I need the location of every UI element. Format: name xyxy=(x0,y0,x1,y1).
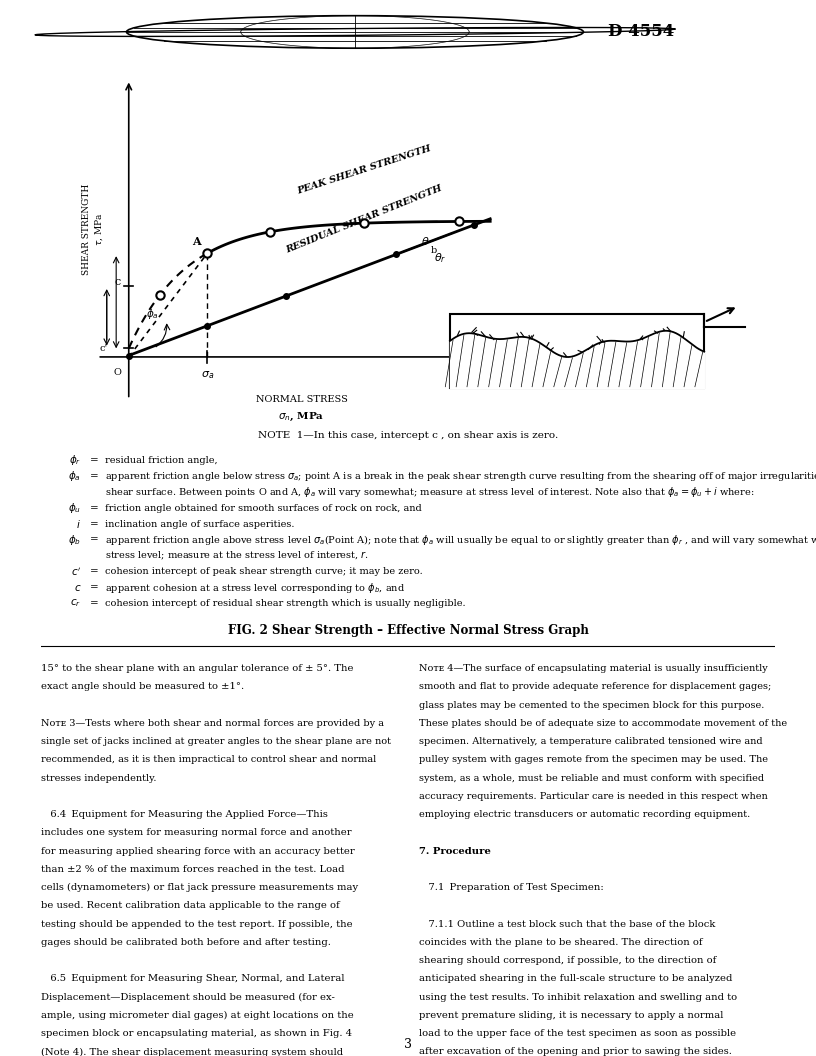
Text: $\phi_u$: $\phi_u$ xyxy=(68,502,82,515)
Text: A: A xyxy=(192,235,200,247)
Text: using the test results. To inhibit relaxation and swelling and to: using the test results. To inhibit relax… xyxy=(419,993,737,1002)
Text: cells (dynamometers) or flat jack pressure measurements may: cells (dynamometers) or flat jack pressu… xyxy=(41,883,358,892)
Text: glass plates may be cemented to the specimen block for this purpose.: glass plates may be cemented to the spec… xyxy=(419,701,765,710)
Text: 3: 3 xyxy=(404,1038,412,1051)
Text: $\sigma_n$, MPa: $\sigma_n$, MPa xyxy=(278,411,325,423)
Text: O: O xyxy=(113,367,122,377)
Text: for measuring applied shearing force with an accuracy better: for measuring applied shearing force wit… xyxy=(41,847,354,855)
Text: $\phi_r$: $\phi_r$ xyxy=(69,453,82,468)
Text: $c'$: $c'$ xyxy=(71,565,82,578)
Text: gages should be calibrated both before and after testing.: gages should be calibrated both before a… xyxy=(41,938,330,947)
Text: $\phi_b$: $\phi_b$ xyxy=(68,533,82,547)
Text: =: = xyxy=(90,567,102,577)
Text: 6.5  Equipment for Measuring Shear, Normal, and Lateral: 6.5 Equipment for Measuring Shear, Norma… xyxy=(41,975,344,983)
Text: apparent friction angle below stress $\sigma_a$; point A is a break in the peak : apparent friction angle below stress $\s… xyxy=(105,470,816,483)
Text: $\theta$: $\theta$ xyxy=(421,234,430,247)
Text: 15° to the shear plane with an angular tolerance of ± 5°. The: 15° to the shear plane with an angular t… xyxy=(41,664,353,674)
Text: $c_r$: $c_r$ xyxy=(70,598,82,609)
Text: than ±2 % of the maximum forces reached in the test. Load: than ±2 % of the maximum forces reached … xyxy=(41,865,344,874)
Text: =: = xyxy=(90,504,102,512)
Text: NORMAL STRESS: NORMAL STRESS xyxy=(255,395,348,404)
Text: (Note 4). The shear displacement measuring system should: (Note 4). The shear displacement measuri… xyxy=(41,1048,343,1056)
Text: load to the upper face of the test specimen as soon as possible: load to the upper face of the test speci… xyxy=(419,1030,736,1038)
Text: cohesion intercept of residual shear strength which is usually negligible.: cohesion intercept of residual shear str… xyxy=(105,599,466,608)
Text: single set of jacks inclined at greater angles to the shear plane are not: single set of jacks inclined at greater … xyxy=(41,737,391,747)
Text: stresses independently.: stresses independently. xyxy=(41,774,157,782)
Text: =: = xyxy=(90,535,102,545)
Text: NOTE  1—In this case, intercept c , on shear axis is zero.: NOTE 1—In this case, intercept c , on sh… xyxy=(258,431,558,439)
Text: $\sigma_a$: $\sigma_a$ xyxy=(201,369,214,380)
Text: specimen block or encapsulating material, as shown in Fig. 4: specimen block or encapsulating material… xyxy=(41,1030,352,1038)
Text: RESIDUAL SHEAR STRENGTH: RESIDUAL SHEAR STRENGTH xyxy=(285,184,444,254)
Text: SHEAR STRENGTH: SHEAR STRENGTH xyxy=(82,184,91,276)
Text: inclination angle of surface asperities.: inclination angle of surface asperities. xyxy=(105,520,295,528)
Text: c': c' xyxy=(100,344,108,354)
Text: coincides with the plane to be sheared. The direction of: coincides with the plane to be sheared. … xyxy=(419,938,703,947)
Text: ample, using micrometer dial gages) at eight locations on the: ample, using micrometer dial gages) at e… xyxy=(41,1011,353,1020)
Text: $i$: $i$ xyxy=(77,518,82,530)
Text: residual friction angle,: residual friction angle, xyxy=(105,456,218,465)
Text: specimen. Alternatively, a temperature calibrated tensioned wire and: specimen. Alternatively, a temperature c… xyxy=(419,737,763,747)
Text: stress level; measure at the stress level of interest, $r$.: stress level; measure at the stress leve… xyxy=(105,550,370,562)
Text: These plates should be of adequate size to accommodate movement of the: These plates should be of adequate size … xyxy=(419,719,787,728)
Text: shearing should correspond, if possible, to the direction of: shearing should correspond, if possible,… xyxy=(419,956,716,965)
Bar xyxy=(450,315,704,389)
Text: 6.4  Equipment for Measuring the Applied Force—This: 6.4 Equipment for Measuring the Applied … xyxy=(41,810,328,819)
Text: c: c xyxy=(114,277,121,287)
Text: after excavation of the opening and prior to sawing the sides.: after excavation of the opening and prio… xyxy=(419,1048,732,1056)
Text: cohesion intercept of peak shear strength curve; it may be zero.: cohesion intercept of peak shear strengt… xyxy=(105,567,424,577)
Text: testing should be appended to the test report. If possible, the: testing should be appended to the test r… xyxy=(41,920,353,928)
Text: $\theta_r$: $\theta_r$ xyxy=(433,251,446,265)
Text: b: b xyxy=(431,246,437,256)
Text: pulley system with gages remote from the specimen may be used. The: pulley system with gages remote from the… xyxy=(419,755,768,765)
Text: $\phi_a$: $\phi_a$ xyxy=(146,307,159,321)
Text: 7.1  Preparation of Test Specimen:: 7.1 Preparation of Test Specimen: xyxy=(419,883,604,892)
Text: exact angle should be measured to ±1°.: exact angle should be measured to ±1°. xyxy=(41,682,244,692)
Text: =: = xyxy=(90,599,102,608)
Text: friction angle obtained for smooth surfaces of rock on rock, and: friction angle obtained for smooth surfa… xyxy=(105,504,422,512)
Text: prevent premature sliding, it is necessary to apply a normal: prevent premature sliding, it is necessa… xyxy=(419,1011,724,1020)
Text: 7. Procedure: 7. Procedure xyxy=(419,847,491,855)
Text: employing electric transducers or automatic recording equipment.: employing electric transducers or automa… xyxy=(419,810,750,819)
Text: FIG. 2 Shear Strength – Effective Normal Stress Graph: FIG. 2 Shear Strength – Effective Normal… xyxy=(228,624,588,637)
Text: accuracy requirements. Particular care is needed in this respect when: accuracy requirements. Particular care i… xyxy=(419,792,768,800)
Text: Nᴏᴛᴇ 4—The surface of encapsulating material is usually insufficiently: Nᴏᴛᴇ 4—The surface of encapsulating mate… xyxy=(419,664,768,674)
Text: apparent friction angle above stress level $\sigma_a$(Point A); note that $\phi_: apparent friction angle above stress lev… xyxy=(105,533,816,547)
Text: system, as a whole, must be reliable and must conform with specified: system, as a whole, must be reliable and… xyxy=(419,774,764,782)
Text: =: = xyxy=(90,520,102,528)
Text: PEAK SHEAR STRENGTH: PEAK SHEAR STRENGTH xyxy=(296,144,432,196)
Text: =: = xyxy=(90,583,102,592)
Text: =: = xyxy=(90,472,102,480)
Text: anticipated shearing in the full-scale structure to be analyzed: anticipated shearing in the full-scale s… xyxy=(419,975,733,983)
Text: $\phi_a$: $\phi_a$ xyxy=(69,469,82,484)
Text: 7.1.1 Outline a test block such that the base of the block: 7.1.1 Outline a test block such that the… xyxy=(419,920,716,928)
Text: includes one system for measuring normal force and another: includes one system for measuring normal… xyxy=(41,829,352,837)
Text: $\tau$, MPa: $\tau$, MPa xyxy=(93,213,104,246)
Text: shear surface. Between points O and A, $\phi_a$ will vary somewhat; measure at s: shear surface. Between points O and A, $… xyxy=(105,485,755,499)
Text: be used. Recent calibration data applicable to the range of: be used. Recent calibration data applica… xyxy=(41,902,339,910)
Text: apparent cohesion at a stress level corresponding to $\phi_b$, and: apparent cohesion at a stress level corr… xyxy=(105,581,406,595)
Text: D 4554: D 4554 xyxy=(608,23,674,40)
Text: smooth and flat to provide adequate reference for displacement gages;: smooth and flat to provide adequate refe… xyxy=(419,682,771,692)
Text: $c$: $c$ xyxy=(73,583,82,592)
Text: recommended, as it is then impractical to control shear and normal: recommended, as it is then impractical t… xyxy=(41,755,376,765)
Text: Displacement—Displacement should be measured (for ex-: Displacement—Displacement should be meas… xyxy=(41,993,335,1002)
Text: =: = xyxy=(90,456,102,465)
Text: Nᴏᴛᴇ 3—Tests where both shear and normal forces are provided by a: Nᴏᴛᴇ 3—Tests where both shear and normal… xyxy=(41,719,384,728)
